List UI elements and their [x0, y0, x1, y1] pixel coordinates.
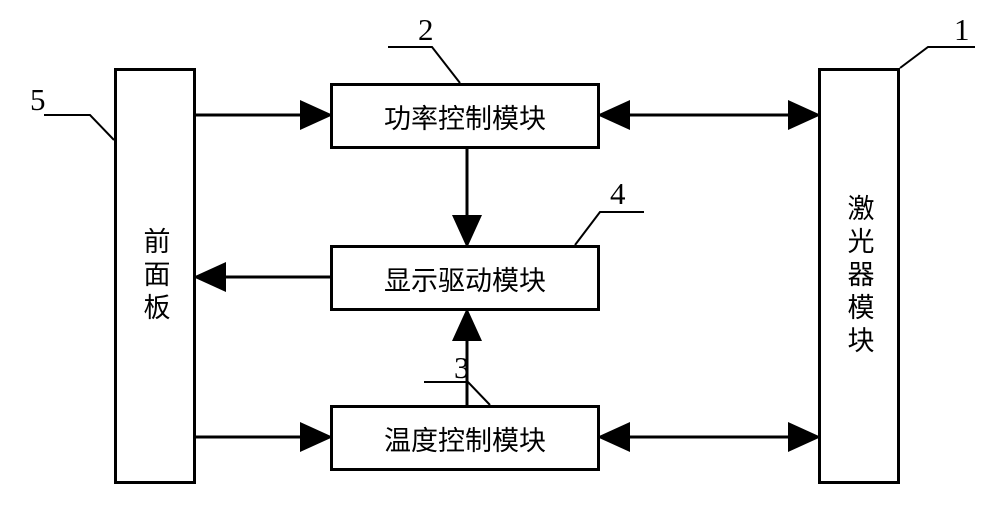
node-label: 显示驱动模块 [384, 259, 546, 298]
leader-number-1: 1 [954, 12, 970, 48]
leader-number-4: 4 [610, 176, 626, 212]
node-display-driver: 显示驱动模块 [330, 245, 600, 311]
leader-number-5: 5 [30, 82, 46, 118]
node-label: 功率控制模块 [384, 97, 546, 136]
leader-number-3: 3 [454, 350, 470, 386]
block-diagram: 前面板 激光器模块 功率控制模块 显示驱动模块 温度控制模块 1 2 3 4 5 [0, 0, 1000, 523]
node-laser-module: 激光器模块 [818, 68, 900, 484]
leader-number-2: 2 [418, 12, 434, 48]
node-label: 前面板 [136, 227, 175, 326]
node-power-control: 功率控制模块 [330, 83, 600, 149]
node-temperature-control: 温度控制模块 [330, 405, 600, 471]
node-label: 温度控制模块 [384, 419, 546, 458]
node-label: 激光器模块 [840, 194, 879, 359]
node-front-panel: 前面板 [114, 68, 196, 484]
